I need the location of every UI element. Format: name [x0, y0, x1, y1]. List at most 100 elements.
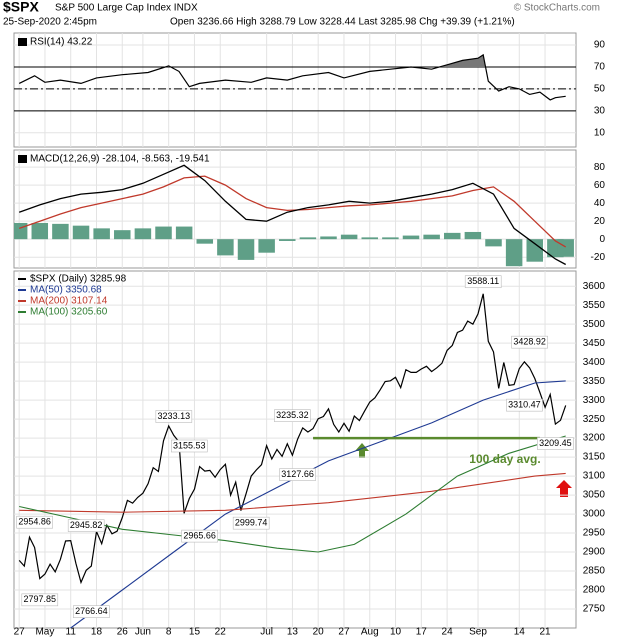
price-annotation: 2965.66 — [183, 530, 216, 540]
x-tick-label: 24 — [442, 627, 454, 638]
price-annotation: 3588.11 — [467, 276, 499, 286]
date: 25-Sep-2020 2:45pm — [3, 17, 97, 28]
title-swatch — [18, 155, 27, 163]
y-tick-label: 3150 — [583, 452, 606, 463]
x-tick-label: 11 — [66, 627, 77, 638]
y-tick-label: 3500 — [583, 319, 606, 330]
annotation-box — [537, 437, 574, 450]
price-annotation: 2945.82 — [70, 520, 103, 530]
x-tick-label: 14 — [514, 627, 526, 638]
x-tick-label: Jun — [135, 627, 151, 638]
y-tick-label: 10 — [594, 127, 606, 138]
histogram-bar — [258, 239, 275, 253]
annotation-box — [274, 409, 311, 422]
x-tick-label: 22 — [215, 627, 227, 638]
x-tick-label: 8 — [166, 627, 172, 638]
x-tick-label: 15 — [189, 627, 201, 638]
histogram-bar — [320, 236, 337, 240]
price-annotation: 3127.66 — [281, 469, 314, 479]
y-tick-label: 3600 — [583, 281, 606, 292]
panel-content — [14, 150, 576, 268]
price-annotation: 3310.47 — [508, 400, 541, 410]
price-annotation: 2766.64 — [75, 606, 108, 616]
annotation-box — [279, 468, 316, 481]
annotation-box — [73, 605, 110, 618]
y-tick-label: 3400 — [583, 357, 606, 368]
x-tick-label: Sep — [469, 627, 487, 638]
histogram-bar — [526, 239, 544, 262]
price-panel — [13, 270, 577, 629]
quote: Open 3236.66 High 3288.79 Low 3228.44 La… — [170, 17, 515, 28]
x-tick-label: 17 — [416, 627, 428, 638]
histogram-bar — [299, 237, 317, 240]
histogram-bar — [485, 239, 502, 247]
x-tick-label: 21 — [540, 627, 552, 638]
x-tick-label: 13 — [287, 627, 299, 638]
y-tick-label: 3300 — [583, 395, 606, 406]
x-tick-label: 20 — [313, 627, 325, 638]
legend-entry: $SPX (Daily) 3285.98 — [30, 274, 127, 285]
histogram-bar — [72, 225, 90, 240]
x-tick-label: 10 — [390, 627, 402, 638]
panel-title: MACD(12,26,9) -28.104, -8.563, -19.541 — [30, 154, 210, 165]
price-annotation: 3209.45 — [539, 438, 572, 448]
histogram-bar — [31, 222, 49, 240]
y-tick-label: 2800 — [583, 585, 606, 596]
rsi-panel — [13, 32, 577, 148]
price-line — [18, 293, 567, 585]
y-tick-label: 3550 — [583, 300, 606, 311]
price-line — [18, 53, 566, 101]
price-annotation: 2954.86 — [18, 517, 51, 527]
legend-entry: MA(200) 3107.14 — [30, 296, 108, 307]
histogram-bar — [423, 234, 440, 240]
y-tick-label: -20 — [591, 252, 606, 263]
red-arrow — [556, 480, 572, 497]
credit: © StockCharts.com — [514, 3, 600, 14]
price-annotation: 2999.74 — [235, 518, 268, 528]
y-tick-label: 30 — [594, 105, 606, 116]
histogram-bar — [14, 222, 28, 240]
y-tick-label: 2750 — [583, 604, 606, 615]
y-tick-label: 2950 — [583, 528, 606, 539]
x-tick-label: Jul — [260, 627, 273, 638]
x-tick-label: 26 — [117, 627, 129, 638]
y-tick-label: 50 — [594, 84, 606, 95]
annotation-box — [511, 335, 548, 349]
y-tick-label: 60 — [594, 180, 606, 191]
green-arrow — [355, 443, 369, 458]
histogram-bar — [134, 228, 152, 240]
histogram-bar — [114, 230, 131, 240]
price-annotation: 2797.85 — [24, 594, 57, 604]
histogram-bar — [382, 237, 399, 240]
histogram-bar — [361, 237, 379, 240]
y-tick-label: 70 — [594, 62, 606, 73]
histogram-bar — [340, 234, 358, 240]
x-tick-label: 27 — [14, 627, 26, 638]
histogram-bar — [93, 228, 110, 240]
macd-line — [18, 164, 567, 266]
legend-entry: MA(50) 3350.68 — [30, 285, 102, 296]
histogram-bar — [505, 239, 523, 267]
overbought-fill — [165, 54, 486, 67]
annotation-box — [506, 398, 543, 412]
panel-title: RSI(14) 43.22 — [30, 37, 93, 48]
price-annotation: 3235.32 — [276, 410, 309, 420]
x-tick-label: May — [35, 627, 54, 638]
y-tick-label: 40 — [594, 198, 606, 209]
title-swatch — [18, 38, 27, 46]
x-tick-label: 18 — [91, 627, 103, 638]
y-tick-label: 3250 — [583, 414, 606, 425]
histogram-bar — [217, 239, 234, 256]
y-tick-label: 2850 — [583, 566, 606, 577]
annotation-box — [16, 515, 53, 529]
histogram-bar — [175, 226, 193, 240]
y-tick-label: 3000 — [583, 509, 606, 520]
y-tick-label: 3050 — [583, 490, 606, 501]
annotation-box — [171, 439, 208, 453]
y-tick-label: 0 — [599, 234, 605, 245]
annotation-text: 100 day avg. — [469, 452, 540, 466]
y-tick-label: 3350 — [583, 376, 606, 387]
histogram-bar — [196, 239, 214, 244]
y-tick-label: 2900 — [583, 547, 606, 558]
